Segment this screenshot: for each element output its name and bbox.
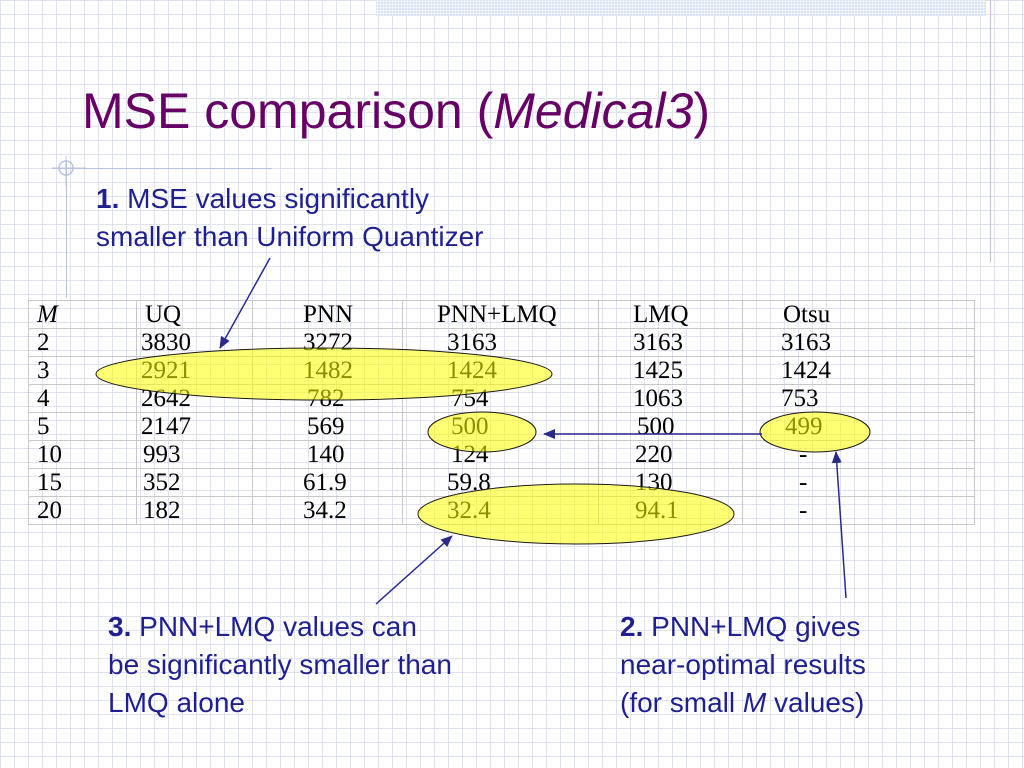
table-header-row: M UQ PNN PNN+LMQ LMQ Otsu [28, 300, 975, 329]
table-row: 5 2147 569 500 500 499 [28, 412, 975, 441]
header-cell: PNN [252, 300, 403, 329]
table-cell: 182 [136, 496, 253, 525]
table-cell: 3163 [742, 328, 975, 357]
table-cell: 61.9 [252, 468, 403, 497]
note-3: 3. PNN+LMQ values can be significantly s… [108, 608, 452, 722]
table-cell: 124 [402, 440, 599, 469]
table-cell: 1482 [252, 356, 403, 385]
title-main: MSE comparison ( [82, 83, 494, 139]
left-guide-line [66, 160, 67, 298]
note-1-line1: MSE values significantly [127, 183, 430, 214]
table-cell: 499 [742, 412, 975, 441]
crosshair-icon [52, 156, 86, 186]
note-2-line3-post: values) [766, 687, 865, 718]
table-cell: 220 [598, 440, 743, 469]
note-2-line3-italic: M [742, 687, 767, 718]
note-2: 2. PNN+LMQ gives near-optimal results (f… [620, 608, 866, 722]
arrow-note3 [375, 535, 453, 605]
table-cell: 569 [252, 412, 403, 441]
title-underline [52, 168, 272, 169]
table-cell: 1424 [402, 356, 599, 385]
table-cell: 4 [28, 384, 137, 413]
table-cell: 3163 [598, 328, 743, 357]
table-cell: 754 [402, 384, 599, 413]
note-2-line1: PNN+LMQ gives [651, 611, 861, 642]
table-cell: 2642 [136, 384, 253, 413]
table-cell: 2921 [136, 356, 253, 385]
table-cell: 5 [28, 412, 137, 441]
table-cell: 130 [598, 468, 743, 497]
table-cell: 140 [252, 440, 403, 469]
table-cell: 1424 [742, 356, 975, 385]
table-cell: 1425 [598, 356, 743, 385]
top-decoration-band [376, 0, 986, 16]
note-2-number: 2. [620, 611, 644, 642]
table-cell: 10 [28, 440, 137, 469]
table-cell: - [742, 468, 975, 497]
note-1-number: 1. [96, 183, 120, 214]
header-cell: UQ [136, 300, 253, 329]
note-3-line3: LMQ alone [108, 687, 245, 718]
table-row: 2 3830 3272 3163 3163 3163 [28, 328, 975, 357]
table-cell: 500 [598, 412, 743, 441]
table-row: 3 2921 1482 1424 1425 1424 [28, 356, 975, 385]
table-cell: 782 [252, 384, 403, 413]
title-italic: Medical3 [493, 83, 694, 139]
table-cell: - [742, 440, 975, 469]
table-cell: 94.1 [598, 496, 743, 525]
table-cell: 3830 [136, 328, 253, 357]
table-cell: 3163 [402, 328, 599, 357]
table-cell: 352 [136, 468, 253, 497]
table-row: 4 2642 782 754 1063 753 [28, 384, 975, 413]
table-cell: 500 [402, 412, 599, 441]
table-cell: 1063 [598, 384, 743, 413]
title-end: ) [693, 83, 710, 139]
note-2-line2: near-optimal results [620, 649, 866, 680]
table-cell: 993 [136, 440, 253, 469]
table-row: 10 993 140 124 220 - [28, 440, 975, 469]
right-guide-line [990, 0, 991, 262]
note-3-line2: be significantly smaller than [108, 649, 452, 680]
table-cell: 2 [28, 328, 137, 357]
table-cell: 15 [28, 468, 137, 497]
note-3-number: 3. [108, 611, 132, 642]
table-cell: 34.2 [252, 496, 403, 525]
table-cell: 32.4 [402, 496, 599, 525]
header-cell: PNN+LMQ [402, 300, 599, 329]
table-cell: 59.8 [402, 468, 599, 497]
note-2-line3-pre: (for small [620, 687, 743, 718]
table-cell: 3 [28, 356, 137, 385]
header-cell: M [28, 300, 137, 329]
note-3-line1: PNN+LMQ values can [139, 611, 417, 642]
table-cell: 2147 [136, 412, 253, 441]
table-cell: - [742, 496, 975, 525]
header-cell: Otsu [742, 300, 975, 329]
mse-table: M UQ PNN PNN+LMQ LMQ Otsu 2 3830 3272 31… [28, 300, 975, 525]
table-row: 20 182 34.2 32.4 94.1 - [28, 496, 975, 525]
table-row: 15 352 61.9 59.8 130 - [28, 468, 975, 497]
note-1: 1. MSE values significantly smaller than… [96, 180, 483, 256]
header-cell: LMQ [598, 300, 743, 329]
table-cell: 3272 [252, 328, 403, 357]
table-cell: 753 [742, 384, 975, 413]
table-cell: 20 [28, 496, 137, 525]
note-1-line2: smaller than Uniform Quantizer [96, 221, 484, 252]
slide-title: MSE comparison (Medical3) [82, 82, 710, 140]
